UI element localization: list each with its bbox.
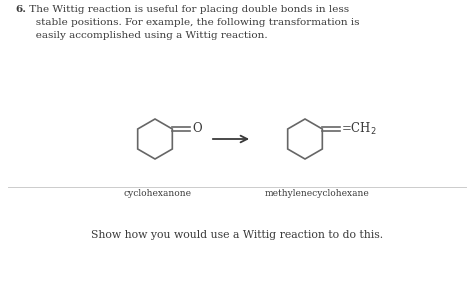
Text: Show how you would use a Wittig reaction to do this.: Show how you would use a Wittig reaction… [91, 230, 383, 240]
Text: cyclohexanone: cyclohexanone [124, 189, 192, 198]
Text: =CH$_2$: =CH$_2$ [341, 121, 377, 137]
Text: methylenecyclohexane: methylenecyclohexane [264, 189, 369, 198]
Text: O: O [192, 123, 202, 135]
Text: The Wittig reaction is useful for placing double bonds in less
   stable positio: The Wittig reaction is useful for placin… [26, 5, 359, 40]
Text: 6.: 6. [15, 5, 26, 14]
